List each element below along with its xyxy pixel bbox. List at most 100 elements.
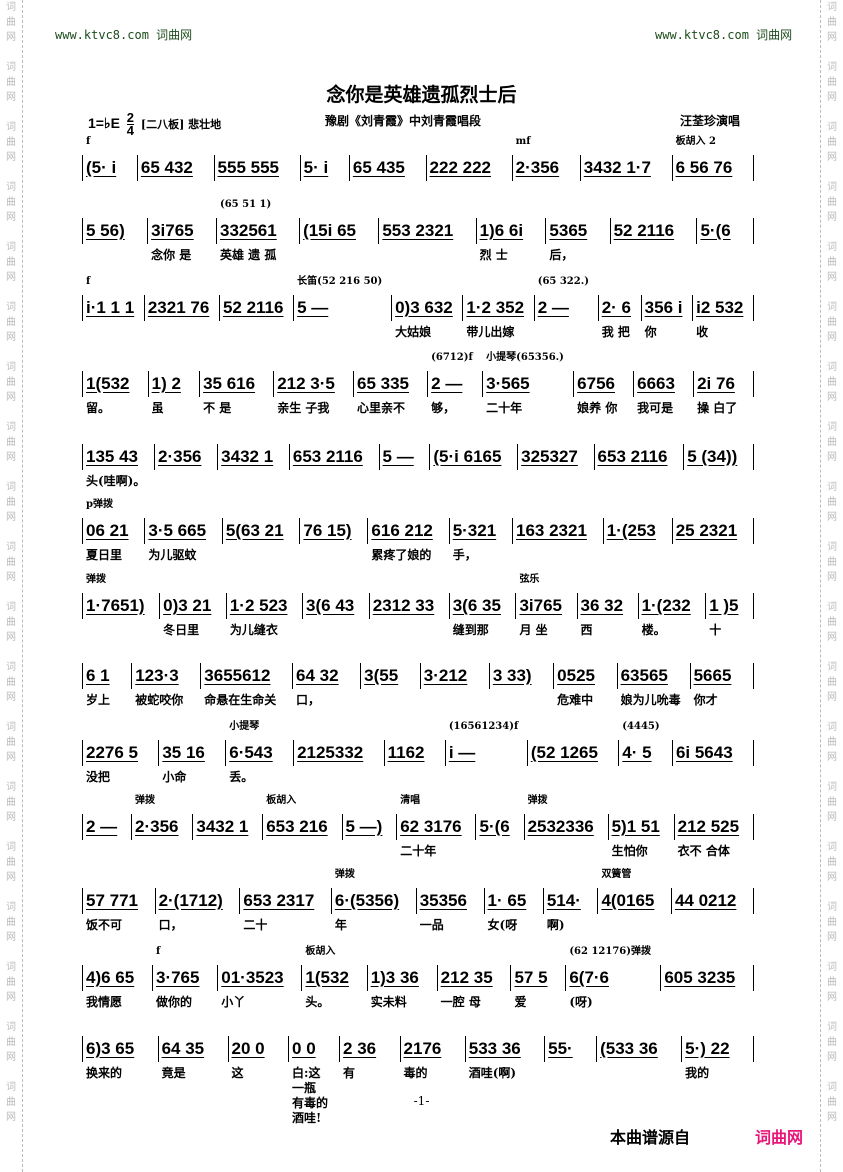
measure: 514· 啊) [544, 888, 599, 932]
watermark-char: 曲 [6, 677, 16, 688]
watermark-char: 曲 [827, 617, 837, 628]
measure: 2321 76 [145, 295, 220, 321]
notes: 3·565 [486, 374, 530, 393]
watermark-char: 网 [6, 692, 16, 703]
measure: 20 0 这 [229, 1036, 290, 1080]
annotation: 弹拨 [135, 795, 156, 806]
measure: 222 222 [427, 155, 513, 181]
lyric: 衣不 合体 [677, 844, 730, 858]
watermark-char: 曲 [6, 797, 16, 808]
site-link-right[interactable]: www.ktvc8.com 词曲网 [655, 28, 793, 42]
watermark-char: 曲 [827, 1037, 837, 1048]
measure: 5 (34)) [684, 444, 754, 470]
measure: 212 525 衣不 合体 [675, 814, 754, 858]
watermark-char: 词 [827, 902, 837, 913]
watermark-char: 曲 [827, 77, 837, 88]
notes: 2·356 [515, 158, 560, 177]
notes: 0)3 21 [163, 596, 212, 615]
lyric: 念你 是 [151, 248, 192, 262]
measure: 553 2321 [379, 218, 477, 244]
watermark-char: 曲 [827, 857, 837, 868]
singer: 汪荃珍演唱 [680, 114, 741, 128]
watermark-char: 曲 [827, 497, 837, 508]
notes: 5 (34)) [687, 447, 738, 466]
watermark-char: 词 [6, 422, 16, 433]
measure: 2125332 [294, 740, 385, 766]
measure-row: i·1 1 1 f 2321 76 52 2116 5 — 长笛(52 216 50) 0)… [82, 276, 755, 339]
watermark-char: 网 [827, 392, 837, 403]
measure: 1 )5 十 [706, 593, 755, 637]
notes: 5· i [303, 158, 329, 177]
measure: 3·212 [421, 663, 490, 689]
measure: 212 35 一腔 母 [438, 965, 512, 1009]
measure-row: 06 21 夏日里 p弹拨 3·5 665 为儿驱蚊 5(63 21 76 15) 616 2… [82, 499, 754, 562]
watermark-char: 词 [827, 602, 837, 613]
annotation: 板胡入 2 [675, 136, 717, 147]
lyric: 命悬在生命关 [204, 693, 277, 707]
brand-logo[interactable]: 词曲网 [755, 1128, 804, 1147]
watermark-right: 词曲网词曲网词曲网词曲网词曲网词曲网词曲网词曲网词曲网词曲网词曲网词曲网词曲网词… [820, 0, 843, 1172]
measure: 35 16 小命 [159, 740, 227, 784]
notes: 2·356 [158, 447, 202, 466]
notes: 553 2321 [382, 221, 454, 240]
measure: 52 2116 [611, 218, 698, 244]
lyric: 口， [296, 693, 321, 707]
watermark-char: 网 [6, 992, 16, 1003]
notes: 06 21 [86, 521, 129, 540]
watermark-char: 网 [827, 992, 837, 1003]
watermark-char: 网 [6, 452, 16, 463]
watermark-char: 曲 [827, 137, 837, 148]
measure-row: 1(532 留。 1) 2 虽 35 616 不 是 212 3·5 亲生 子我 65 335 心… [82, 352, 755, 415]
notes: 62 3176 [400, 817, 462, 836]
watermark-char: 曲 [6, 137, 16, 148]
measure: 2176 毒的 [401, 1036, 466, 1080]
notes: 63565 [620, 666, 668, 685]
page-number: -1- [413, 1094, 430, 1108]
measure-row: 6 1 岁上 123·3 被蛇咬你 3655612 命悬在生命关 64 32 口， 3(55 3·… [82, 663, 754, 707]
measure: 2 — (65 322.) [535, 276, 599, 321]
lyric: 为儿缝衣 [229, 623, 278, 637]
notes: 5365 [549, 221, 588, 240]
notes: 6(7·6 [569, 968, 610, 987]
watermark-char: 词 [827, 302, 837, 313]
notes: 1·7651) [86, 596, 145, 615]
score-line: 1·7651) 弹拨 0)3 21 冬日里 1·2 523 为儿缝衣 3(6 43 2312 … [82, 574, 755, 637]
notes: 6 56 76 [675, 158, 733, 177]
notes: 3·765 [155, 968, 200, 987]
score-line: (5· i f 65 432 555 555 5· i 65 435 222 222 2·35… [82, 136, 754, 181]
notes: 653 2317 [243, 891, 315, 910]
notes: 2·356 [135, 817, 179, 836]
lyric: 实未料 [370, 995, 407, 1009]
notes: 1162 [387, 743, 425, 762]
notes: 2321 76 [147, 298, 210, 317]
site-link-left[interactable]: www.ktvc8.com 词曲网 [55, 28, 193, 42]
measure: 57 771 饭不可 [83, 888, 156, 932]
watermark-char: 网 [827, 152, 837, 163]
measure: 0)3 632 大姑娘 [392, 295, 464, 339]
measure-row: 6)3 65 换来的 64 35 竟是 20 0 这 0 0 白:这一瓶 有毒的酒哇! 2 36… [82, 1036, 754, 1125]
score-line: 2 — 2·356 弹拨 3432 1 653 216 板胡入 5 —) 62 3176 二十年… [82, 795, 754, 858]
score-line: 6)3 65 换来的 64 35 竟是 20 0 这 0 0 白:这一瓶 有毒的酒哇! 2 36… [82, 1036, 754, 1125]
notes: 5·(6 [700, 221, 731, 240]
watermark-char: 曲 [6, 257, 16, 268]
notes: 514· [546, 891, 581, 910]
measure: 5·321 手， [450, 518, 513, 562]
watermark-char: 词 [6, 62, 16, 73]
watermark-char: 网 [6, 572, 16, 583]
measure: 25 2321 [673, 518, 754, 544]
measure: 4· 5 (4445) [619, 721, 673, 766]
measure: 123·3 被蛇咬你 [132, 663, 202, 707]
lyric: 我可是 [637, 401, 674, 415]
watermark-char: 网 [6, 332, 16, 343]
notes: 57 771 [86, 891, 138, 910]
notes: 123·3 [135, 666, 179, 685]
measure: 52 2116 [220, 295, 295, 321]
measure: 5(63 21 [223, 518, 301, 544]
watermark-char: 网 [6, 632, 16, 643]
notes: 3(55 [364, 666, 399, 685]
notes: 5665 [693, 666, 732, 685]
lyric: (呀) [569, 995, 593, 1009]
watermark-char: 曲 [6, 77, 16, 88]
lyric: 我情愿 [86, 995, 123, 1009]
measure: 3i765 月 坐 弦乐 [516, 574, 578, 637]
